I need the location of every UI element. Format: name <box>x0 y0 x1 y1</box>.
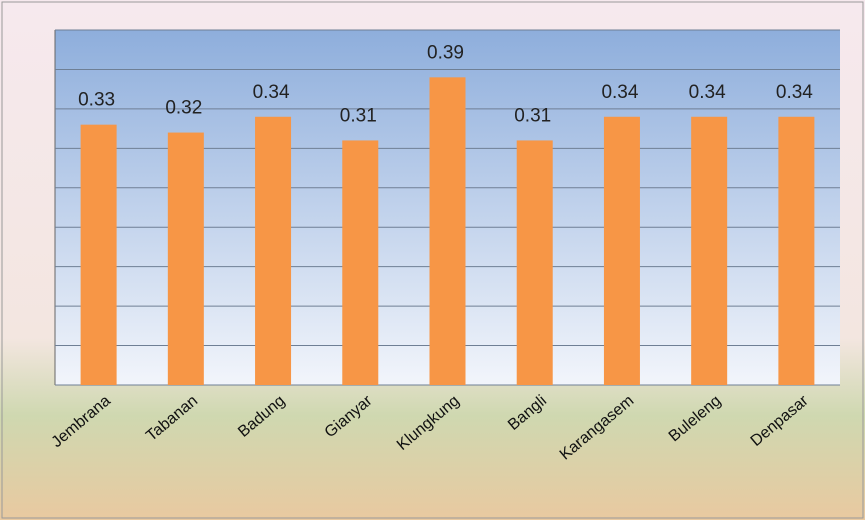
value-label: 0.33 <box>78 90 115 111</box>
bar <box>429 77 466 385</box>
value-label: 0.34 <box>601 82 638 103</box>
bar <box>342 140 379 385</box>
value-label: 0.31 <box>514 105 551 126</box>
bar <box>691 116 728 386</box>
bar <box>516 140 553 385</box>
value-label: 0.32 <box>165 98 202 119</box>
bar <box>603 116 640 386</box>
value-label: 0.31 <box>340 105 377 126</box>
bar <box>255 116 292 386</box>
bar <box>80 124 117 386</box>
value-label: 0.34 <box>776 82 813 103</box>
value-label: 0.34 <box>689 82 726 103</box>
bar <box>167 132 204 385</box>
bar <box>778 116 815 386</box>
value-label: 0.39 <box>427 42 464 63</box>
value-label: 0.34 <box>253 82 290 103</box>
